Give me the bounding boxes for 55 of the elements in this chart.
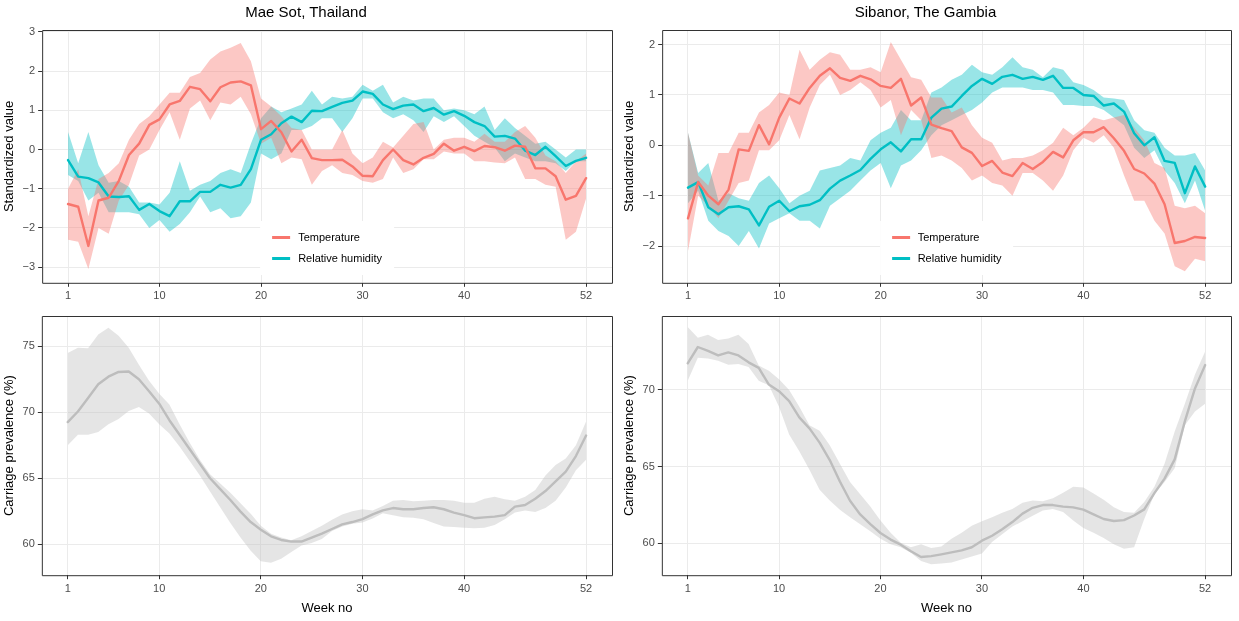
y-tick-label: −2: [22, 220, 36, 233]
x-tick-label: 1: [684, 289, 692, 302]
y-tick-label: −1: [642, 188, 656, 201]
x-tick-label: 20: [874, 289, 887, 302]
x-tick-label: 52: [579, 289, 593, 302]
y-axis-title: Standardized value: [1, 100, 17, 213]
y-tick-label: 2: [29, 64, 36, 77]
x-tick-label: 40: [458, 581, 471, 594]
y-tick-label: −1: [22, 181, 36, 194]
x-axis-title: Week no: [301, 599, 353, 615]
x-tick-label: 10: [153, 289, 166, 302]
legend-label: Temperature: [298, 231, 360, 244]
x-tick-label: 30: [975, 581, 989, 594]
x-axis-title: Week no: [920, 599, 972, 615]
y-tick-label: 3: [29, 24, 36, 37]
x-tick-label: 30: [356, 581, 369, 594]
y-axis-title: Carriage prevalence (%): [1, 375, 17, 517]
legend-label: Relative humidity: [917, 252, 1002, 265]
x-tick-label: 30: [356, 289, 369, 302]
x-tick-label: 1: [64, 289, 72, 302]
x-tick-label: 10: [153, 581, 166, 594]
y-tick-label: 60: [22, 537, 35, 550]
chart-title: Sibanor, The Gambia: [854, 3, 997, 21]
x-tick-label: 1: [684, 581, 691, 594]
y-tick-label: 1: [649, 87, 656, 100]
y-tick-label: 60: [642, 536, 655, 549]
y-tick-label: 75: [22, 339, 35, 352]
x-tick-label: 40: [1077, 289, 1090, 302]
x-tick-label: 10: [772, 581, 786, 594]
x-tick-label: 1: [64, 581, 71, 594]
y-tick-label: 0: [29, 142, 36, 155]
x-tick-label: 40: [1077, 581, 1090, 594]
x-tick-label: 30: [975, 289, 989, 302]
y-tick-label: 2: [649, 37, 656, 50]
legend-label: Relative humidity: [298, 252, 382, 265]
y-axis-title: Carriage prevalence (%): [621, 375, 637, 517]
y-tick-label: 65: [642, 459, 655, 472]
y-tick-label: −3: [22, 260, 36, 273]
legend-label: Temperature: [917, 231, 980, 244]
y-tick-label: 70: [22, 405, 35, 418]
x-tick-label: 20: [874, 581, 887, 594]
x-tick-label: 20: [254, 289, 268, 302]
y-tick-label: −2: [642, 239, 656, 252]
x-tick-label: 52: [1199, 581, 1212, 594]
y-tick-label: 0: [649, 138, 656, 151]
y-tick-label: 1: [29, 103, 36, 116]
x-tick-label: 40: [458, 289, 471, 302]
y-axis-title: Standardized value: [621, 100, 637, 213]
x-tick-label: 52: [579, 581, 593, 594]
x-tick-label: 20: [254, 581, 267, 594]
y-tick-label: 65: [22, 471, 35, 484]
chart-title: Mae Sot, Thailand: [245, 3, 367, 21]
x-tick-label: 52: [1199, 289, 1212, 302]
x-tick-label: 10: [773, 289, 786, 302]
y-tick-label: 70: [642, 383, 655, 395]
